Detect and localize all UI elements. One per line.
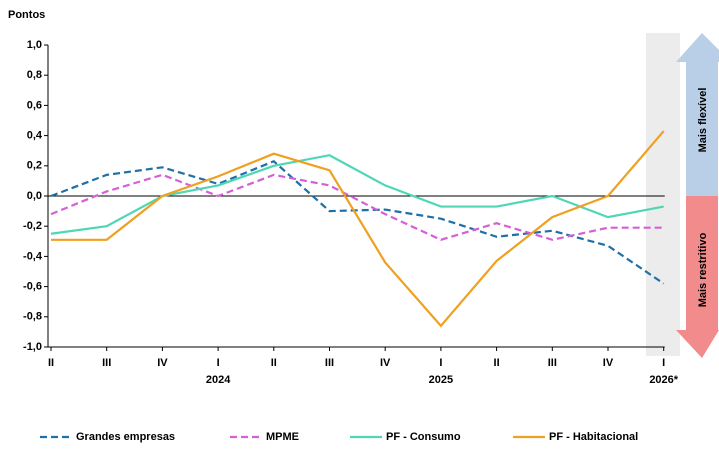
x-tick-label: IV: [380, 357, 391, 369]
y-tick-label: -0,6: [23, 281, 42, 293]
x-tick-label: I: [439, 357, 442, 369]
legend-label: PF - Consumo: [386, 431, 461, 443]
x-tick-label: III: [548, 357, 557, 369]
series-line: [50, 154, 664, 235]
y-tick-label: 0,8: [27, 69, 42, 81]
x-tick-label: II: [271, 357, 277, 369]
y-tick-label: 0,6: [27, 99, 42, 111]
x-tick-label: I: [662, 357, 665, 369]
arrow-down: [676, 196, 719, 358]
x-tick-label: II: [494, 357, 500, 369]
x-group-label: 2026*: [649, 374, 678, 386]
y-tick-label: -0,4: [23, 250, 43, 262]
y-tick-label: 0,0: [27, 190, 42, 202]
arrow-up: [676, 33, 719, 196]
y-tick-label: 1,0: [27, 39, 42, 51]
annotation: Mais restritivo: [697, 232, 709, 307]
legend-label: PF - Habitacional: [549, 431, 638, 443]
series-line: [50, 173, 664, 241]
series-line: [50, 159, 665, 285]
x-tick-label: III: [325, 357, 334, 369]
x-tick-label: IV: [157, 357, 168, 369]
annotation: Mais flexível: [697, 88, 709, 153]
y-tick-label: -0,2: [23, 220, 42, 232]
legend-label: Grandes empresas: [76, 431, 175, 443]
y-axis-label: Pontos: [8, 9, 45, 21]
x-group-label: 2025: [429, 374, 453, 386]
x-group-label: 2024: [206, 374, 231, 386]
y-tick-label: -1,0: [23, 341, 42, 353]
y-tick-label: -0,8: [23, 311, 42, 323]
series-line: [51, 130, 665, 328]
y-tick-label: 0,4: [27, 130, 43, 142]
x-tick-label: III: [102, 357, 111, 369]
projection-band: [646, 33, 680, 356]
legend-label: MPME: [266, 431, 299, 443]
x-tick-label: II: [48, 357, 54, 369]
x-tick-label: I: [217, 357, 220, 369]
x-tick-label: IV: [603, 357, 614, 369]
y-tick-label: 0,2: [27, 160, 42, 172]
